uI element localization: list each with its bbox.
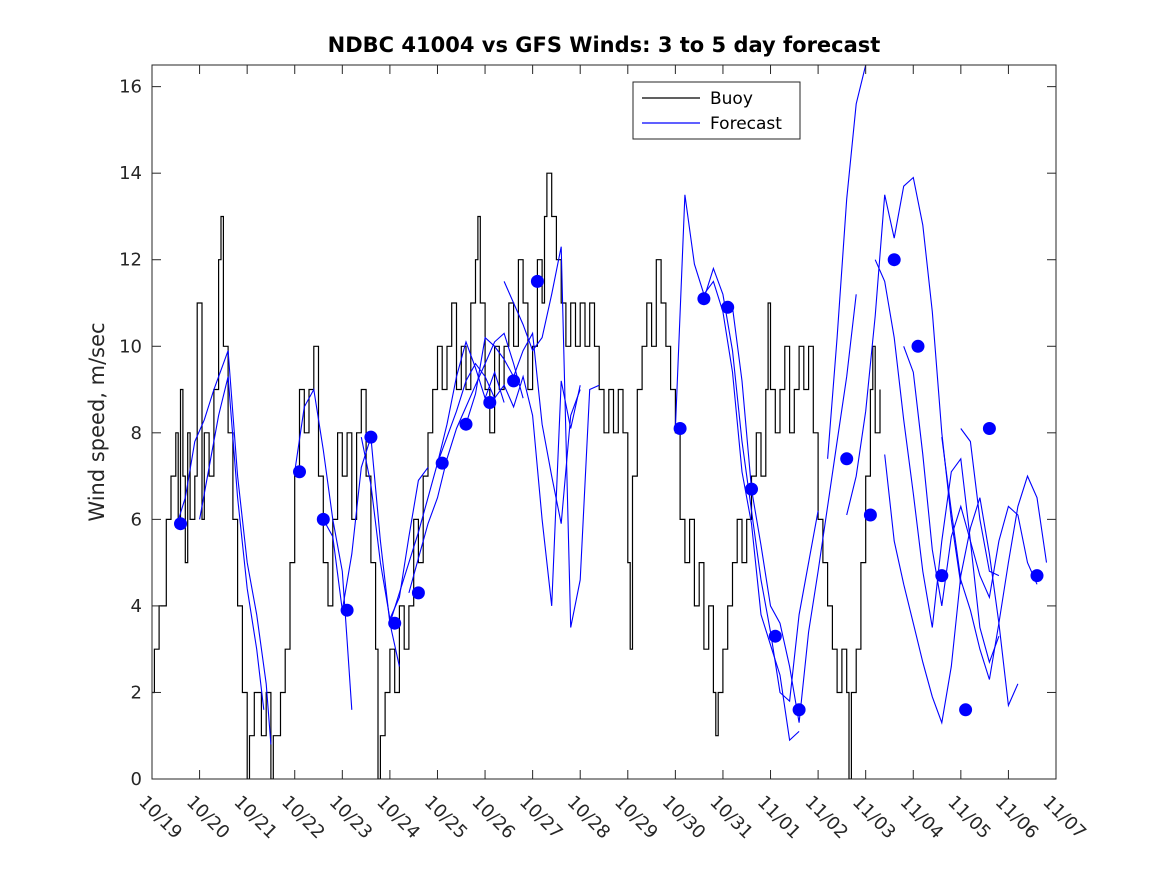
forecast-marker-10 <box>507 374 521 388</box>
forecast-run-line-15 <box>874 259 1000 665</box>
y-tick-label-3: 6 <box>131 509 142 530</box>
forecast-marker-12 <box>673 422 687 435</box>
forecast-marker-5 <box>388 616 402 630</box>
forecast-run-line-16 <box>884 454 1019 725</box>
forecast-marker-2 <box>316 512 330 526</box>
forecast-run-line-8 <box>465 331 581 524</box>
forecast-marker-16 <box>768 629 782 643</box>
forecast-run-line-12 <box>731 294 857 723</box>
forecast-marker-19 <box>863 508 877 522</box>
forecast-marker-13 <box>697 292 711 306</box>
forecast-marker-17 <box>792 703 806 717</box>
forecast-marker-15 <box>745 482 758 496</box>
forecast-marker-7 <box>435 456 449 470</box>
forecast-run-line-9 <box>503 246 600 628</box>
forecast-run-line-19 <box>960 428 1000 577</box>
y-tick-label-6: 12 <box>119 250 142 271</box>
forecast-marker-1 <box>293 465 306 479</box>
forecast-marker-25 <box>1030 569 1044 583</box>
forecast-run-line-11 <box>703 266 819 703</box>
forecast-run-line-14 <box>846 176 962 585</box>
forecast-run-line-3 <box>322 436 400 667</box>
forecast-run-line-1 <box>199 376 265 710</box>
legend-box <box>632 81 801 140</box>
forecast-marker-22 <box>935 569 949 583</box>
forecast-run-line-7 <box>436 362 581 606</box>
forecast-marker-9 <box>483 396 497 409</box>
y-tick-label-5: 10 <box>119 336 142 357</box>
legend-buoy-label: Buoy <box>710 89 753 109</box>
forecast-marker-11 <box>530 274 544 288</box>
chart-title: NDBC 41004 vs GFS Winds: 3 to 5 day fore… <box>328 33 881 57</box>
forecast-marker-24 <box>982 422 996 435</box>
forecast-marker-20 <box>887 253 901 267</box>
forecast-run-line-0 <box>175 350 272 745</box>
y-tick-label-1: 2 <box>131 682 142 703</box>
forecast-marker-6 <box>411 586 425 600</box>
y-tick-label-2: 4 <box>131 596 142 617</box>
forecast-marker-0 <box>174 517 187 531</box>
forecast-marker-3 <box>340 603 354 617</box>
forecast-run-line-17 <box>903 346 1038 606</box>
axes-frame <box>151 64 1057 780</box>
forecast-run-line-18 <box>941 437 1048 680</box>
buoy-series-line <box>152 172 881 779</box>
y-tick-label-4: 8 <box>131 423 142 444</box>
forecast-run-line-2 <box>294 387 353 710</box>
forecast-run-line-13 <box>827 65 867 459</box>
y-tick-label-0: 0 <box>131 769 142 790</box>
forecast-marker-23 <box>959 703 973 717</box>
y-tick-label-7: 14 <box>119 163 142 184</box>
data-layer <box>152 65 1048 779</box>
forecast-run-line-10 <box>674 194 800 742</box>
forecast-marker-8 <box>459 417 473 431</box>
forecast-marker-18 <box>840 452 854 466</box>
forecast-marker-4 <box>364 430 378 444</box>
y-tick-label-8: 16 <box>119 77 142 98</box>
legend-forecast-label: Forecast <box>710 114 782 134</box>
forecast-marker-21 <box>911 339 925 353</box>
forecast-marker-14 <box>721 300 735 314</box>
y-axis-label: Wind speed, m/sec <box>85 322 109 521</box>
forecast-run-line-6 <box>408 332 524 594</box>
legend: Buoy Forecast <box>632 81 801 140</box>
